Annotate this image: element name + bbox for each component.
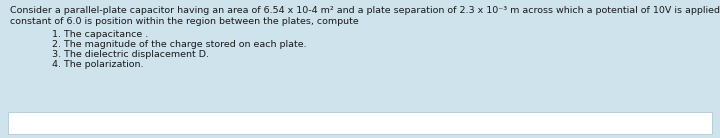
Text: 3. The dielectric displacement D.: 3. The dielectric displacement D. [52, 50, 209, 59]
Text: constant of 6.0 is position within the region between the plates, compute: constant of 6.0 is position within the r… [10, 17, 359, 26]
Bar [8, 112, 712, 134]
Text: 1. The capacitance .: 1. The capacitance . [52, 30, 148, 39]
Text: 4. The polarization.: 4. The polarization. [52, 60, 143, 69]
Text: Consider a parallel-plate capacitor having an area of 6.54 x 10-4 m² and a plate: Consider a parallel-plate capacitor havi… [10, 6, 720, 15]
Text: 2. The magnitude of the charge stored on each plate.: 2. The magnitude of the charge stored on… [52, 40, 307, 49]
